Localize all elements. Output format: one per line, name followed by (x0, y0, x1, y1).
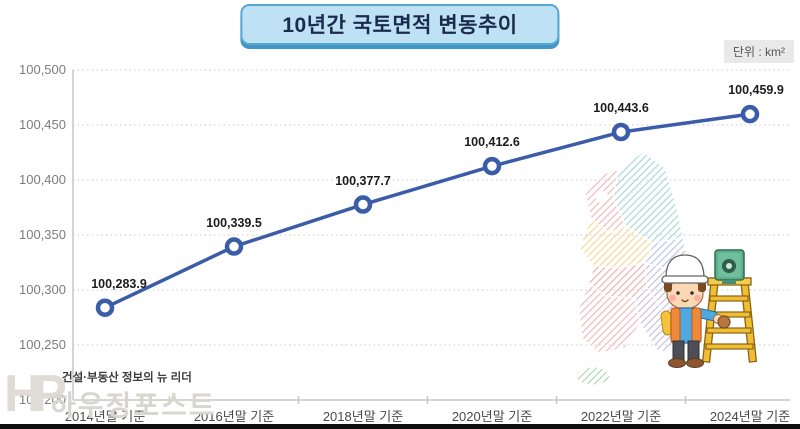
map-region-jeonnam (578, 282, 641, 354)
data-line (103, 112, 752, 310)
worker-icon (660, 254, 731, 368)
housingpost-logo: HP (4, 365, 67, 423)
data-point-marker (95, 298, 115, 317)
data-point-marker (740, 104, 760, 124)
brand-tagline: 건설·부동산 정보의 뉴 리더 (62, 372, 192, 384)
data-point-marker (353, 195, 373, 214)
data-point-marker (224, 237, 244, 256)
data-point-marker (482, 156, 502, 176)
unit-label: 단위 : km² (723, 40, 794, 63)
bottom-border-bar (0, 424, 800, 429)
surveyor-character-illustration (660, 249, 758, 368)
chart-title-box: 10년간 국토면적 변동추이 (240, 4, 560, 45)
data-point-marker (611, 122, 631, 142)
chart-title: 10년간 국토면적 변동추이 (282, 14, 518, 37)
map-region-jeju (575, 366, 611, 386)
theodolite-icon (714, 249, 745, 284)
housingpost-brand-watermark: 하우징포스트 (50, 390, 217, 421)
map-region-seoul (596, 191, 608, 203)
